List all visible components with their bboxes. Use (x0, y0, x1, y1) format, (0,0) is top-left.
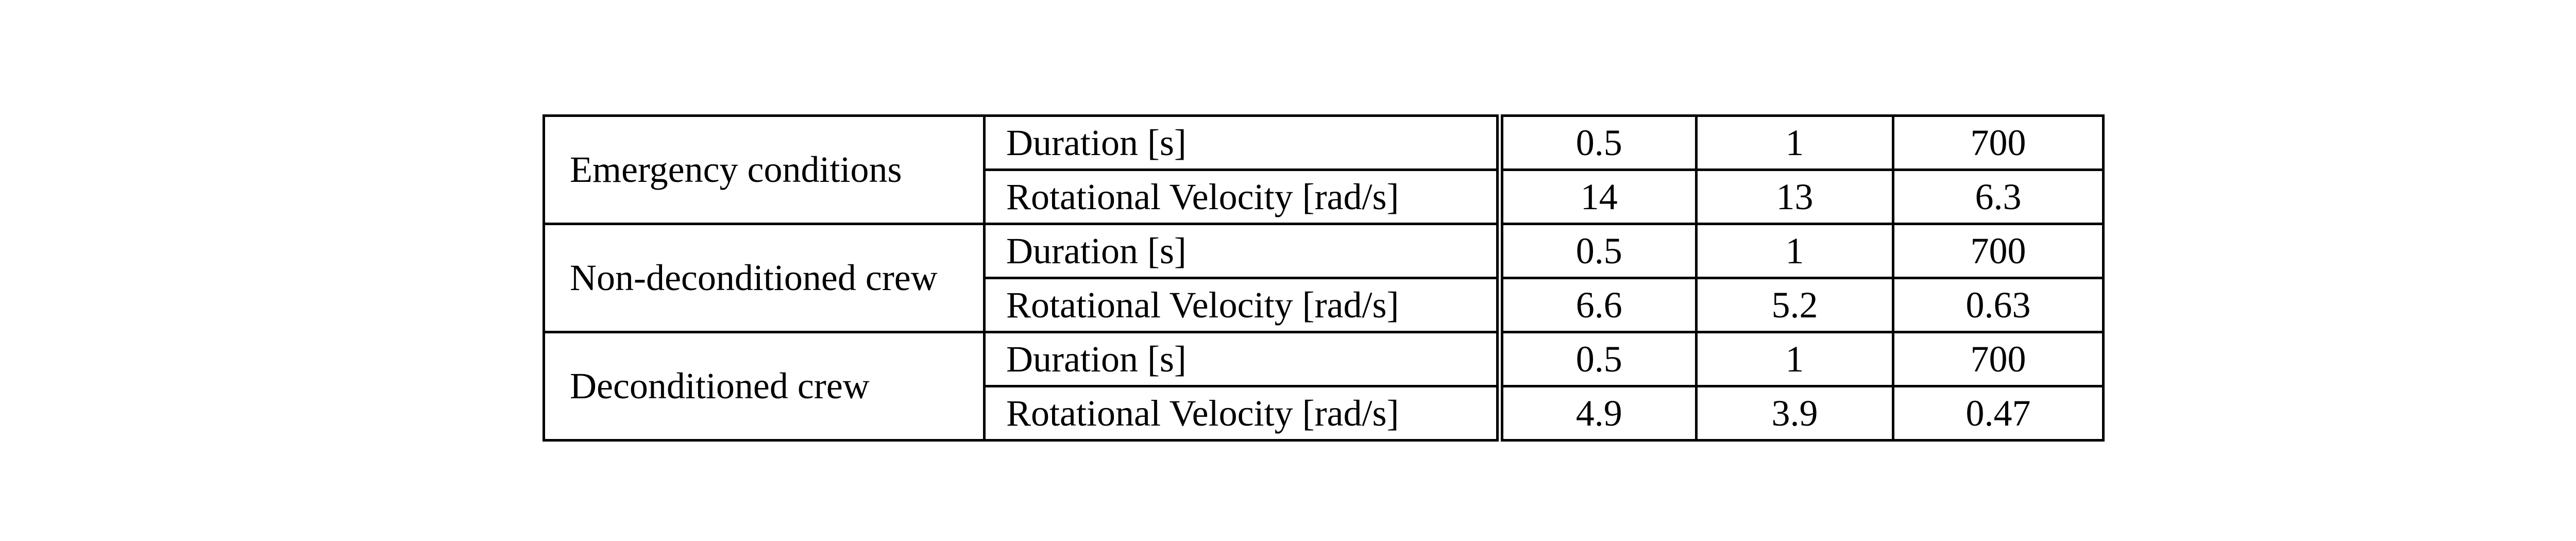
value-cell: 14 (1498, 168, 1698, 225)
group-label-emergency-conditions: Emergency conditions (543, 114, 986, 225)
table-row: Rotational Velocity [rad/s] 6.6 5.2 0.63 (544, 277, 2105, 333)
value-cell: 700 (1892, 223, 2105, 279)
table-row: Rotational Velocity [rad/s] 4.9 3.9 0.47 (544, 385, 2105, 442)
group-label-deconditioned-crew: Deconditioned crew (543, 331, 986, 442)
value-cell: 1 (1695, 331, 1894, 387)
value-cell: 0.63 (1892, 277, 2105, 333)
value-cell: 3.9 (1695, 385, 1894, 442)
group-label-non-deconditioned-crew: Non-deconditioned crew (543, 223, 986, 333)
table-row: Deconditioned crew Duration [s] 0.5 1 70… (543, 331, 2105, 442)
parameter-label: Rotational Velocity [rad/s] (983, 385, 1503, 442)
value-cell: 0.5 (1498, 114, 1698, 171)
value-cell: 700 (1892, 331, 2105, 387)
value-cell: 1 (1695, 223, 1894, 279)
value-cell: 0.47 (1892, 385, 2105, 442)
value-cell: 0.5 (1498, 331, 1698, 387)
table-row: Emergency conditions Duration [s] 0.5 1 … (543, 114, 2105, 225)
rotation-limits-table: Emergency conditions Duration [s] 0.5 1 … (543, 114, 2105, 442)
value-cell: 0.5 (1498, 223, 1698, 279)
table-row: Rotational Velocity [rad/s] 14 13 6.3 (544, 168, 2105, 225)
parameter-label: Duration [s] (983, 114, 1503, 171)
parameter-label: Duration [s] (983, 331, 1503, 387)
parameter-label: Rotational Velocity [rad/s] (983, 168, 1503, 225)
parameter-label: Rotational Velocity [rad/s] (983, 277, 1503, 333)
parameter-label: Duration [s] (983, 223, 1503, 279)
value-cell: 1 (1695, 114, 1894, 171)
value-cell: 700 (1892, 114, 2105, 171)
value-cell: 13 (1695, 168, 1894, 225)
value-cell: 6.3 (1892, 168, 2105, 225)
value-cell: 5.2 (1695, 277, 1894, 333)
value-cell: 4.9 (1498, 385, 1698, 442)
table-row: Non-deconditioned crew Duration [s] 0.5 … (543, 223, 2105, 333)
value-cell: 6.6 (1498, 277, 1698, 333)
